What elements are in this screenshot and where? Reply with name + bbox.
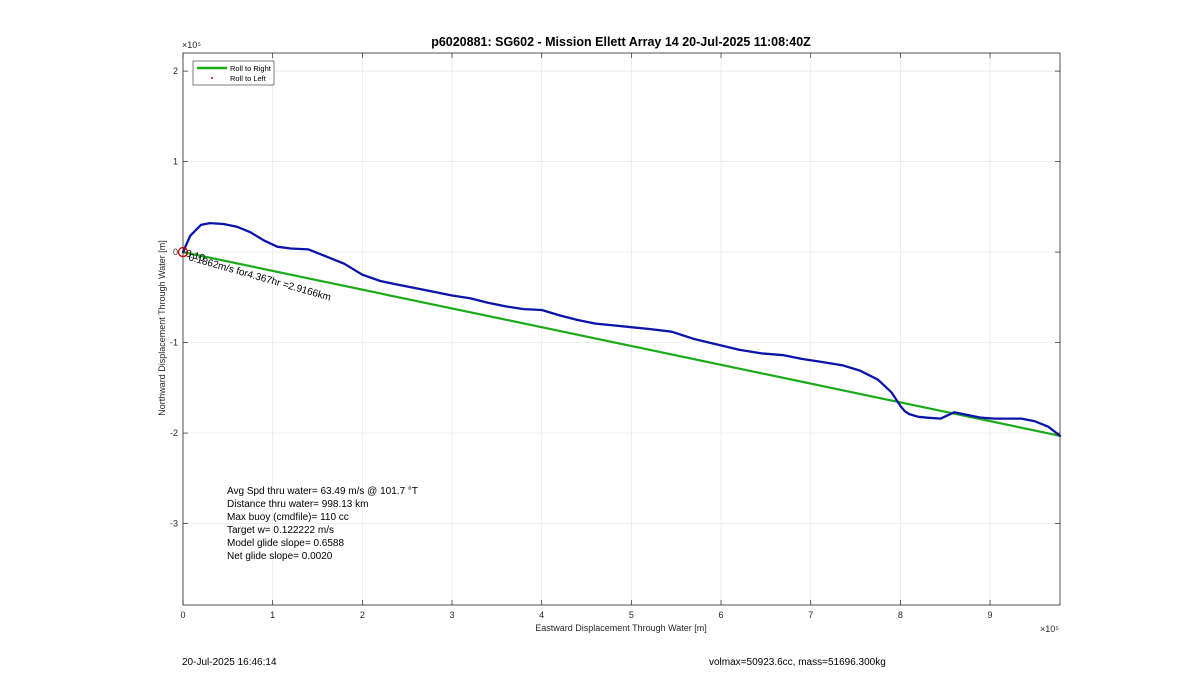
legend: Roll to Right Roll to Left: [192, 60, 275, 86]
x-tick-label: 2: [360, 610, 365, 620]
y-tick-label: 1: [173, 157, 178, 167]
footer-mass-info: volmax=50923.6cc, mass=51696.300kg: [709, 657, 886, 668]
x-tick-label: 6: [719, 610, 724, 620]
x-tick-label: 7: [808, 610, 813, 620]
legend-label-roll-right: Roll to Right: [230, 64, 272, 73]
legend-label-roll-left: Roll to Left: [230, 74, 267, 83]
x-exponent-label: ×10⁵: [1040, 624, 1059, 634]
legend-swatch-roll-left: [211, 77, 213, 79]
x-tick-label: 0: [180, 610, 185, 620]
stat-target-w: Target w= 0.122222 m/s: [227, 525, 334, 536]
stat-net-glide: Net glide slope= 0.0020: [227, 551, 333, 562]
x-axis-label: Eastward Displacement Through Water [m]: [535, 623, 707, 633]
y-tick-label: 0: [173, 247, 178, 257]
stat-model-glide: Model glide slope= 0.6588: [227, 538, 344, 549]
series-line-roll-right: [181, 251, 1062, 437]
x-tick-label: 8: [898, 610, 903, 620]
legend-box: [192, 60, 275, 86]
speed-label-overlap: 0.10: [184, 248, 206, 264]
tick-marks: [182, 53, 1060, 605]
plot-lines: [181, 221, 1062, 437]
speed-annotation: 0.10 0.1862m/s for4.367hr =2.9166km: [184, 248, 332, 303]
y-tick-label: -2: [170, 428, 178, 438]
x-tick-label: 4: [539, 610, 544, 620]
stats-block: Avg Spd thru water= 63.49 m/s @ 101.7 °T…: [227, 486, 418, 562]
stat-avg-speed: Avg Spd thru water= 63.49 m/s @ 101.7 °T: [227, 486, 418, 497]
plot-box: [182, 52, 1061, 606]
y-tick-label: -3: [170, 519, 178, 529]
chart-title: p6020881: SG602 - Mission Ellett Array 1…: [431, 35, 811, 49]
grid-lines: [182, 53, 1060, 605]
y-tick-label: -1: [170, 338, 178, 348]
y-exponent-label: ×10⁵: [182, 40, 201, 50]
stat-distance: Distance thru water= 998.13 km: [227, 499, 368, 510]
x-tick-label: 3: [450, 610, 455, 620]
y-tick-label: 2: [173, 66, 178, 76]
series-line-track: [181, 221, 1062, 437]
footer-timestamp: 20-Jul-2025 16:46:14: [182, 657, 277, 668]
x-tick-label: 1: [270, 610, 275, 620]
x-tick-label: 5: [629, 610, 634, 620]
start-marker: [177, 246, 189, 258]
y-axis-label: Northward Displacement Through Water [m]: [157, 240, 167, 416]
stat-max-buoy: Max buoy (cmdfile)= 110 cc: [227, 512, 349, 523]
x-tick-label: 9: [988, 610, 993, 620]
